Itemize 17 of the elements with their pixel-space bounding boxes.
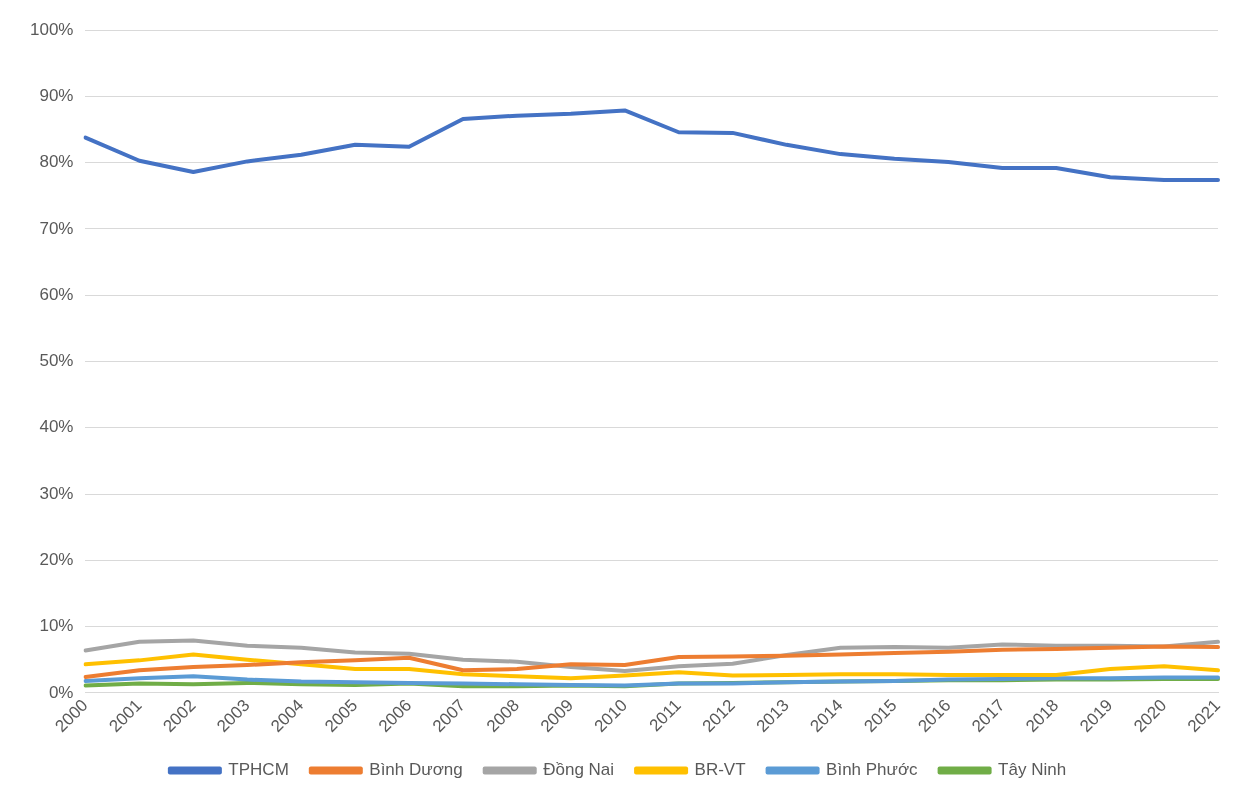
y-tick-label: 10% — [39, 616, 74, 636]
y-tick-label: 50% — [39, 351, 74, 371]
legend-label: Đồng Nai — [543, 760, 615, 780]
legend-label: BR-VT — [694, 760, 746, 780]
y-tick-label: 100% — [30, 19, 74, 39]
y-tick-label: 90% — [39, 86, 74, 106]
y-tick-label: 20% — [39, 549, 74, 569]
legend-label: Bình Phước — [826, 760, 919, 780]
y-tick-label: 60% — [39, 284, 74, 304]
y-tick-label: 70% — [39, 218, 74, 238]
legend-label: TPHCM — [228, 760, 289, 780]
legend-label: Tây Ninh — [998, 760, 1067, 780]
y-tick-label: 0% — [48, 682, 74, 702]
y-tick-label: 80% — [39, 152, 74, 172]
y-tick-label: 40% — [39, 417, 74, 437]
y-tick-label: 30% — [39, 483, 74, 503]
legend-label: Bình Dương — [369, 760, 463, 780]
